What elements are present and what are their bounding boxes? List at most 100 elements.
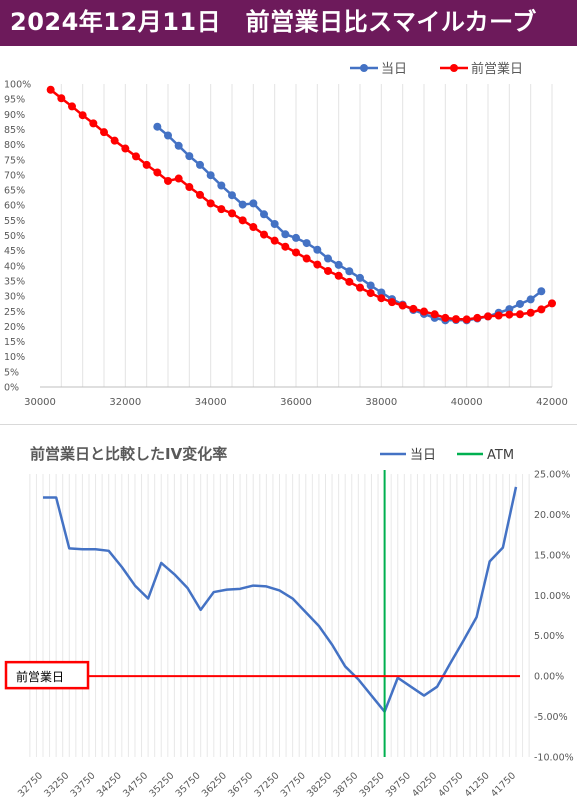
- data-point: [398, 301, 407, 310]
- y-tick-label: 100%: [4, 80, 31, 91]
- x-tick-label: 41750: [489, 770, 518, 799]
- data-point: [292, 233, 300, 242]
- data-point: [196, 160, 204, 169]
- data-point: [228, 209, 236, 218]
- y-tick-label: 20%: [4, 322, 25, 333]
- y-tick-label: 40%: [4, 261, 25, 272]
- y-tick-label: 70%: [4, 170, 25, 181]
- data-point: [260, 230, 268, 239]
- data-point: [185, 152, 194, 161]
- data-point: [366, 281, 375, 290]
- data-point: [228, 191, 236, 200]
- data-point: [281, 230, 290, 239]
- data-point: [516, 299, 524, 308]
- x-tick-label: 38000: [365, 397, 397, 408]
- data-point: [153, 168, 162, 177]
- x-tick-label: 34750: [121, 770, 150, 799]
- x-tick-label: 30000: [24, 397, 56, 408]
- x-tick-label: 39750: [384, 770, 413, 799]
- vertical-gridlines: [29, 474, 530, 757]
- x-tick-label: 38750: [331, 770, 360, 799]
- y-tick-label: 10%: [4, 352, 25, 363]
- y-tick-label: 15%: [4, 337, 25, 348]
- data-point: [377, 294, 386, 303]
- data-point: [494, 311, 503, 320]
- series-line: [49, 88, 553, 321]
- data-point: [153, 122, 162, 131]
- title-banner: 2024年12月11日 前営業日比スマイルカーブ: [0, 0, 577, 46]
- data-point: [356, 273, 364, 282]
- x-tick-label: 32000: [109, 397, 141, 408]
- data-point: [484, 312, 492, 321]
- data-point: [505, 310, 514, 319]
- x-tick-label: 35250: [147, 770, 176, 799]
- data-point: [537, 305, 546, 314]
- y-tick-label: 15.00%: [534, 550, 570, 561]
- data-point: [388, 298, 396, 307]
- iv-change-chart: 前営業日と比較したIV変化率 -10.00% -5.00% 0.00% 5.00% 10…: [4, 445, 574, 800]
- x-tick-label: 33250: [42, 770, 71, 799]
- x-tick-label: 40750: [436, 770, 465, 799]
- data-point: [164, 176, 172, 185]
- y-tick-label: 5%: [4, 367, 19, 378]
- data-point: [345, 277, 354, 286]
- chart-divider: [0, 424, 577, 425]
- data-point: [68, 102, 76, 111]
- y-tick-label: 65%: [4, 186, 25, 197]
- data-point: [57, 94, 66, 103]
- y-tick-label: 45%: [4, 246, 25, 257]
- legend-marker: [450, 64, 458, 72]
- legend: 当日 前営業日: [350, 61, 523, 77]
- data-point: [270, 236, 279, 245]
- legend-label: ATM: [487, 448, 514, 463]
- reference-line-group: 前営業日: [4, 660, 520, 690]
- vertical-gridlines: [60, 84, 553, 387]
- data-point: [260, 210, 268, 219]
- data-point: [409, 304, 418, 313]
- data-point: [548, 299, 556, 308]
- legend: 当日 ATM: [380, 448, 514, 463]
- x-tick-label: 37750: [279, 770, 308, 799]
- data-point: [462, 315, 471, 324]
- data-point: [324, 254, 332, 263]
- reference-label-box: [4, 660, 90, 690]
- data-point: [526, 295, 535, 304]
- series-previous-day: [46, 85, 556, 324]
- data-point: [100, 128, 108, 137]
- x-axis-ticks: 30000 32000 34000 36000 38000 40000 42000: [24, 397, 568, 408]
- data-point: [89, 119, 98, 128]
- data-point: [473, 313, 482, 322]
- y-tick-label: 0%: [4, 383, 19, 394]
- data-point: [164, 131, 172, 140]
- data-point: [238, 216, 247, 225]
- y-tick-label: 20.00%: [534, 510, 570, 521]
- x-tick-label: 39250: [358, 770, 387, 799]
- data-point: [206, 199, 215, 208]
- y-tick-label: -10.00%: [534, 753, 574, 764]
- data-point: [217, 205, 226, 214]
- y-tick-label: 25%: [4, 307, 25, 318]
- data-point: [46, 85, 55, 94]
- data-point: [142, 160, 151, 169]
- y-tick-label: 60%: [4, 201, 25, 212]
- x-axis-ticks: 3275033250337503425034750352503575036250…: [16, 770, 518, 799]
- data-point: [356, 283, 364, 292]
- x-tick-label: 36000: [280, 397, 312, 408]
- x-tick-label: 40000: [451, 397, 483, 408]
- y-tick-label: 80%: [4, 140, 25, 151]
- y-tick-label: 35%: [4, 276, 25, 287]
- data-point: [121, 144, 130, 153]
- x-tick-label: 36250: [200, 770, 229, 799]
- data-point: [302, 254, 311, 263]
- y-tick-label: 5.00%: [534, 631, 564, 642]
- data-point: [249, 223, 258, 232]
- x-tick-label: 41250: [463, 770, 492, 799]
- data-point: [334, 260, 343, 269]
- x-tick-label: 34250: [95, 770, 124, 799]
- data-point: [441, 313, 450, 322]
- data-point: [334, 271, 343, 280]
- data-point: [249, 199, 258, 208]
- data-point: [281, 242, 290, 251]
- data-point: [324, 266, 332, 275]
- x-tick-label: 36750: [226, 770, 255, 799]
